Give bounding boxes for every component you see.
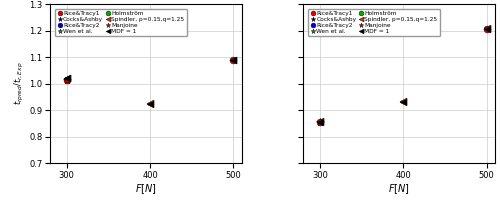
- Point: [230, 58, 237, 61]
- Point: [230, 58, 237, 61]
- Point: [62, 77, 70, 80]
- Point: [400, 101, 407, 104]
- Legend: Rice&Tracy1, Cocks&Ashby, Rice&Tracy2, Wen et al., Holmström, Spindler, p=0.15,q: Rice&Tracy1, Cocks&Ashby, Rice&Tracy2, W…: [308, 9, 440, 36]
- Point: [316, 121, 324, 124]
- Point: [62, 78, 70, 81]
- Point: [316, 119, 324, 122]
- X-axis label: $F[N]$: $F[N]$: [135, 183, 157, 196]
- Point: [482, 26, 490, 30]
- Point: [62, 77, 70, 80]
- Point: [400, 99, 407, 102]
- Point: [62, 78, 70, 81]
- Legend: Rice&Tracy1, Cocks&Ashby, Rice&Tracy2, Wen et al., Holmström, Spindler, p=0.15,q: Rice&Tracy1, Cocks&Ashby, Rice&Tracy2, W…: [55, 9, 187, 36]
- Point: [230, 58, 237, 61]
- Point: [146, 103, 154, 106]
- Y-axis label: $t_{rpred}/t_{r,Exp}$: $t_{rpred}/t_{r,Exp}$: [13, 62, 26, 105]
- Point: [316, 121, 324, 124]
- Point: [146, 101, 154, 104]
- X-axis label: $F[N]$: $F[N]$: [388, 183, 410, 196]
- Point: [316, 121, 324, 124]
- Point: [482, 28, 490, 31]
- Point: [482, 28, 490, 31]
